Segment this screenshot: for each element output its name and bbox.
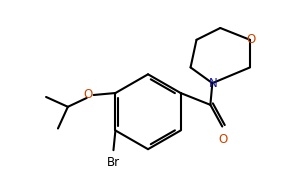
Text: O: O: [83, 88, 93, 101]
Text: O: O: [219, 133, 228, 146]
Text: N: N: [209, 77, 218, 90]
Text: Br: Br: [107, 156, 120, 169]
Text: O: O: [246, 33, 256, 46]
